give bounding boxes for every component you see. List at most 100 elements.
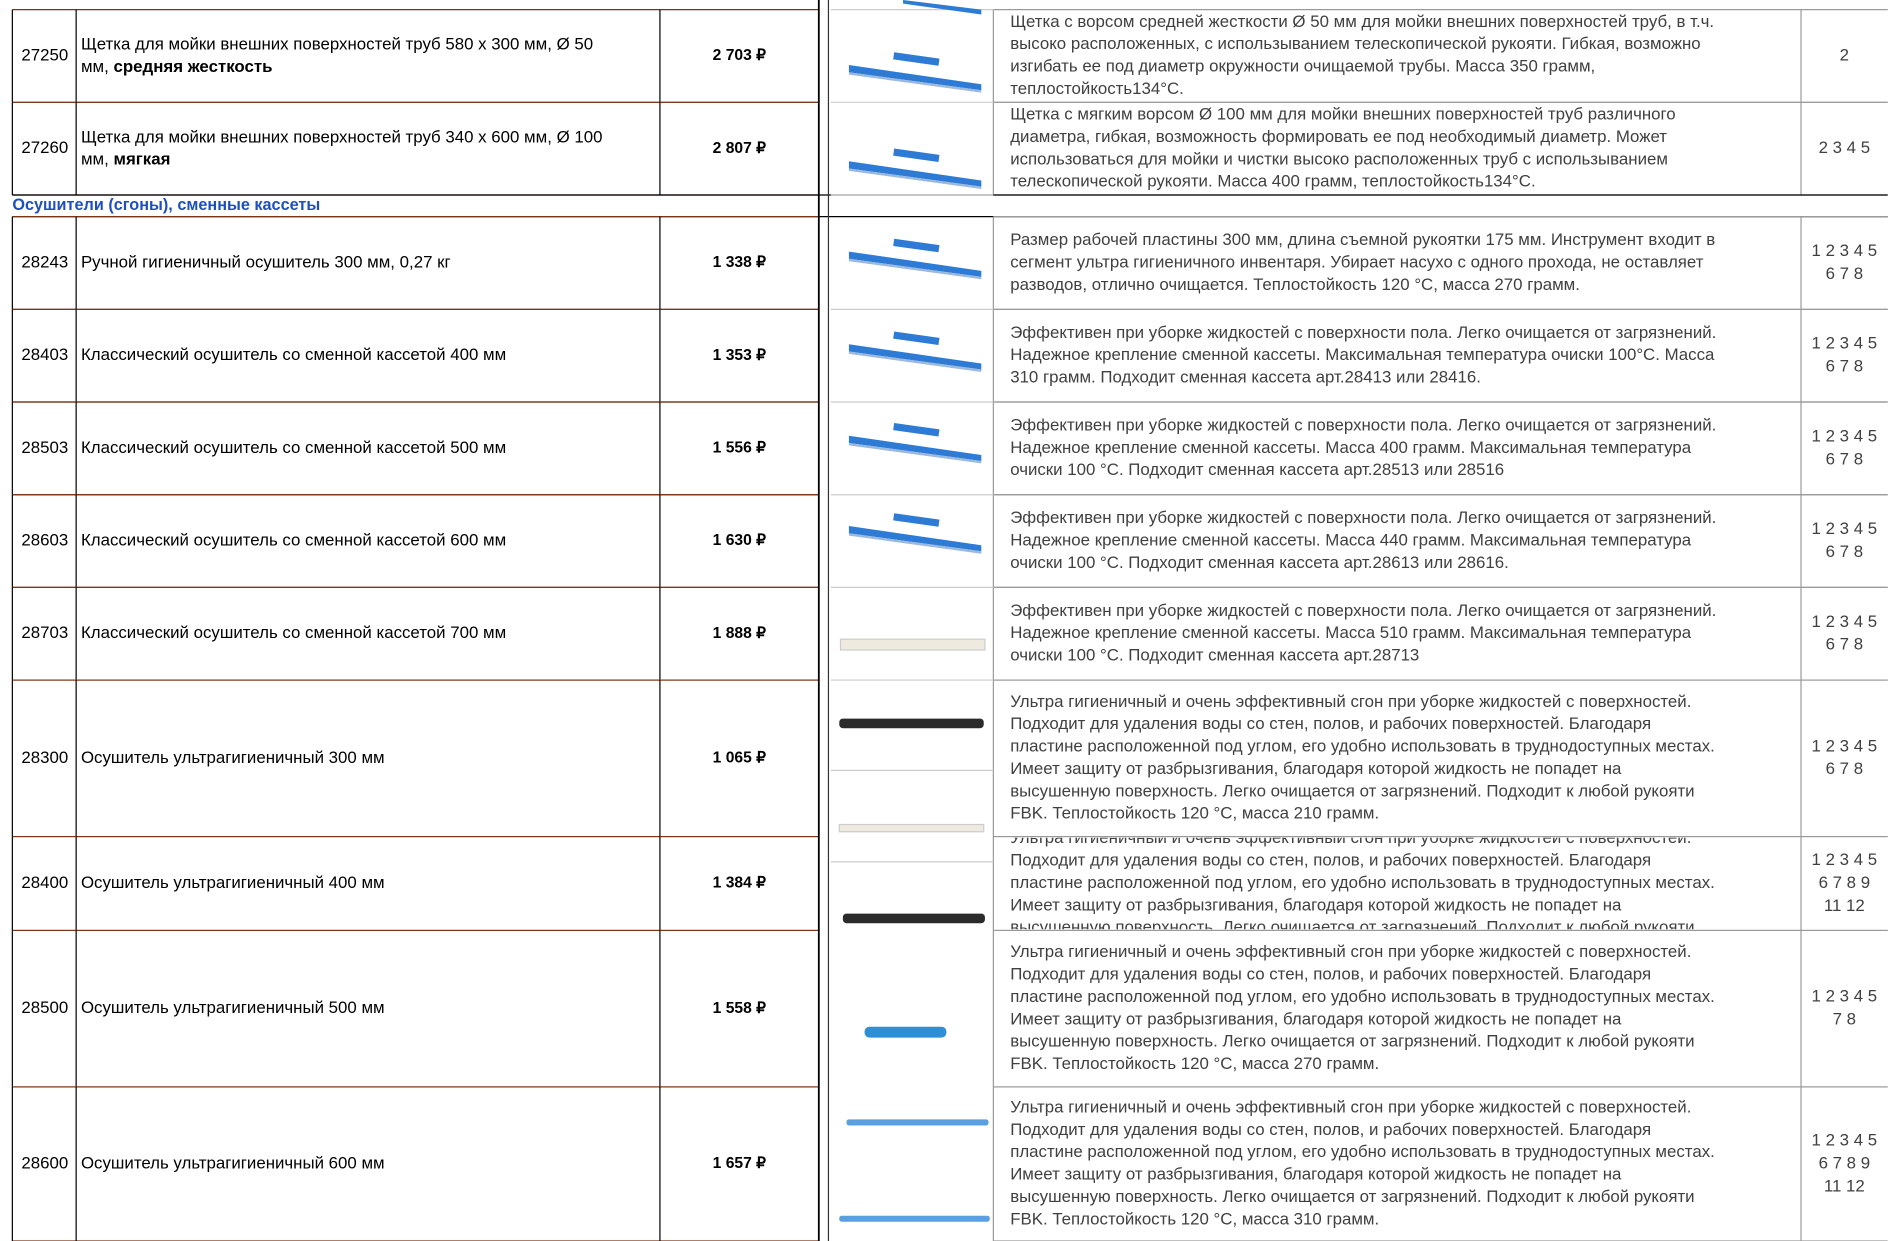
color-numbers: 1 2 3 4 5 [1812,736,1878,755]
description-cell: Ультра гигиеничный и очень эффективный с… [1010,942,1715,1073]
description-line: Подходит для удаления воды со стен, поло… [1010,714,1651,733]
color-numbers: 6 7 8 9 [1819,1153,1871,1172]
description-line: Эффективен при уборке жидкостей с поверх… [1010,415,1716,434]
white-blade [838,823,985,833]
item-price: 1 353 ₽ [713,347,766,364]
description-line: Имеет защиту от разбрызгивания, благодар… [1010,895,1622,914]
description-line: Надежное крепление сменной кассеты. Масс… [1010,531,1692,550]
item-name: Классический осушитель со сменной кассет… [81,623,506,642]
description-cell: Ультра гигиеничный и очень эффективный с… [1010,1097,1715,1228]
squeegee-blade [848,526,982,552]
item-name-bold: средняя жесткость [113,57,272,76]
section-title: Осушители (сгоны), сменные кассеты [12,196,320,214]
color-numbers: 6 7 8 [1826,357,1863,376]
color-numbers: 1 2 3 4 5 [1812,334,1878,353]
item-name: мм, средняя жесткость [81,57,273,76]
description-line: изгибать ее под диаметр окружности очища… [1010,57,1595,76]
color-numbers: 6 7 8 [1826,264,1863,283]
description-line: очиски 100 °С. Подходит сменная кассета … [1010,646,1419,665]
description-line: FBK. Теплостойкость 120 °С, масса 310 гр… [1010,1209,1379,1228]
description-line: Размер рабочей пластины 300 мм, длина съ… [1010,230,1715,249]
description-line: очиски 100 °С. Подходит сменная кассета … [1010,553,1509,572]
color-numbers: 6 7 8 9 [1819,873,1871,892]
item-name-part: мм, [81,57,114,76]
item-name: Классический осушитель со сменной кассет… [81,345,506,364]
description-line: Эффективен при уборке жидкостей с поверх… [1010,323,1716,342]
item-name: мм, мягкая [81,150,170,169]
color-numbers: 2 [1840,45,1849,64]
squeegee-blade [848,435,982,462]
description-line: пластине расположенной под углом, его уд… [1010,1142,1715,1161]
description-line: высушенную поверхность. Легко очищается … [1010,781,1694,800]
grid [11,0,1888,1241]
description-line: высушенную поверхность. Легко очищается … [1010,1187,1694,1206]
description-cell: Ультра гигиеничный и очень эффективный с… [1010,838,1715,937]
item-code: 28603 [21,531,68,550]
color-numbers: 7 8 [1833,1010,1856,1029]
item-price: 2 807 ₽ [713,140,766,157]
squeegee-handle [893,422,940,437]
item-code: 27260 [21,138,68,157]
description-cell: Эффективен при уборке жидкостей с поверх… [1010,323,1716,387]
item-name: Щетка для мойки внешних поверхностей тру… [81,127,603,146]
item-name: Щетка для мойки внешних поверхностей тру… [81,35,593,54]
squeegee-handle [893,513,940,527]
color-numbers: 1 2 3 4 5 [1812,426,1878,445]
description-cell: Эффективен при уборке жидкостей с поверх… [1010,508,1716,572]
description-line: пластине расположенной под углом, его уд… [1010,873,1715,892]
description-line: Подходит для удаления воды со стен, поло… [1010,851,1651,870]
item-price: 1 384 ₽ [713,875,766,892]
description-line: 310 грамм. Подходит сменная кассета арт.… [1010,368,1481,387]
description-cell: Щетка с мягким ворсом Ø 100 мм для мойки… [1010,105,1675,191]
item-price: 1 888 ₽ [713,625,766,642]
squeegee-handle [893,52,940,66]
item-name: Осушитель ультрагигиеничный 600 мм [81,1153,385,1172]
description-line: разводов, отлично очищается. Теплостойко… [1010,275,1580,294]
item-price: 1 556 ₽ [713,439,766,456]
description-line: сегмент ультра гигиеничного инвентаря. У… [1010,252,1704,271]
squeegee-blade-edge [848,533,982,554]
item-price: 2 703 ₽ [713,47,766,64]
white-blade [839,638,986,651]
description-line: FBK. Теплостойкость 120 °С, масса 270 гр… [1010,1054,1379,1073]
item-code: 28703 [21,623,68,642]
description-line: Эффективен при уборке жидкостей с поверх… [1010,508,1716,527]
squeegee-blade [848,64,982,91]
description-line: высушенную поверхность. Легко очищается … [1010,918,1694,937]
item-code: 28400 [21,873,68,892]
blue-pole [846,1119,989,1126]
color-numbers: 6 7 8 [1826,449,1863,468]
description-line: использоваться для мойки и чистки высоко… [1010,149,1668,168]
description-line: теплостойкость134°С. [1010,79,1184,98]
black-blade [842,913,985,924]
item-name-bold: мягкая [113,150,170,169]
description-line: Ультра гигиеничный и очень эффективный с… [1010,942,1691,961]
description-cell: Эффективен при уборке жидкостей с поверх… [1010,415,1716,479]
color-numbers: 11 12 [1824,1176,1865,1195]
description-line: Надежное крепление сменной кассеты. Макс… [1010,345,1715,364]
color-numbers: 1 2 3 4 5 [1812,612,1878,631]
color-numbers: 1 2 3 4 5 [1812,519,1878,538]
description-line: Щетка с ворсом средней жесткости Ø 50 мм… [1010,12,1714,31]
description-line: диаметра, гибкая, возможность формироват… [1010,127,1667,146]
item-code: 28243 [21,252,68,271]
item-code: 27250 [21,45,68,64]
color-numbers: 1 2 3 4 5 [1812,1131,1878,1150]
item-name: Осушитель ультрагигиеничный 400 мм [81,873,385,892]
squeegee-blade [848,344,982,370]
color-numbers: 1 2 3 4 5 [1812,987,1878,1006]
item-name: Осушитель ультрагигиеничный 300 мм [81,748,385,767]
item-name: Классический осушитель со сменной кассет… [81,531,506,550]
description-line: пластине расположенной под углом, его уд… [1010,737,1715,756]
squeegee-handle [893,148,940,163]
description-line: Подходит для удаления воды со стен, поло… [1010,965,1651,984]
item-code: 28300 [21,748,68,767]
description-line: Ультра гигиеничный и очень эффективный с… [1010,1097,1691,1116]
item-name-part: мм, [81,150,114,169]
description-line: Эффективен при уборке жидкостей с поверх… [1010,601,1716,620]
description-line: телескопической рукояти. Масса 400 грамм… [1010,172,1535,191]
color-numbers: 1 2 3 4 5 [1812,850,1878,869]
squeegee-blade-edge [848,72,982,93]
item-name: Осушитель ультрагигиеничный 500 мм [81,998,385,1017]
